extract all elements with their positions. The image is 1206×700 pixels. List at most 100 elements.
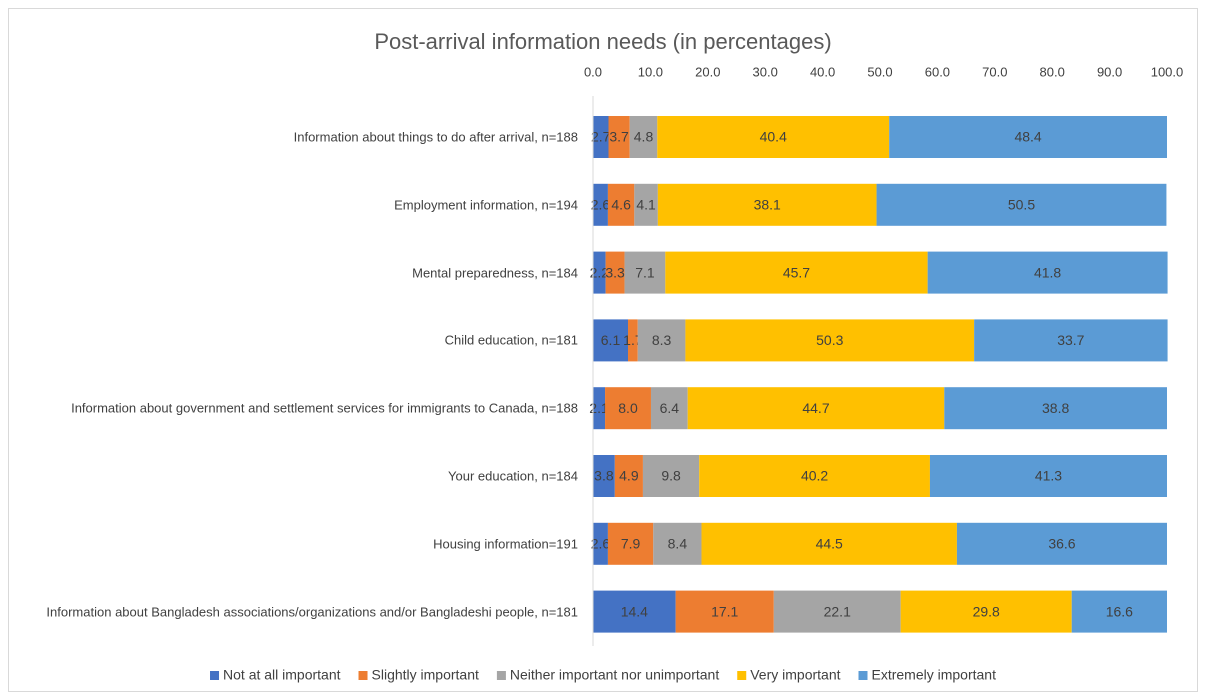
data-label: 38.8 <box>1042 400 1069 416</box>
data-label: 41.3 <box>1035 468 1062 484</box>
data-label: 38.1 <box>754 197 781 213</box>
legend-swatch <box>737 671 747 680</box>
bar-segment <box>642 455 700 497</box>
x-tick-label: 80.0 <box>1040 64 1065 79</box>
bar-segment <box>624 251 666 294</box>
bar-segment <box>593 251 606 294</box>
data-label: 4.8 <box>634 129 654 145</box>
data-label: 48.4 <box>1014 129 1041 145</box>
bar-segment <box>593 116 609 158</box>
bar-segment <box>944 387 1167 430</box>
x-tick-label: 0.0 <box>584 64 602 79</box>
data-label: 6.4 <box>660 400 680 416</box>
bar-segment <box>687 387 945 430</box>
bar-segment <box>927 251 1168 294</box>
data-label: 41.8 <box>1034 264 1061 280</box>
bar-segment <box>929 455 1167 497</box>
chart-title: Post-arrival information needs (in perce… <box>374 29 831 54</box>
bar-segment <box>628 319 638 362</box>
data-label: 22.1 <box>824 603 851 619</box>
category-label: Housing information=191 <box>433 536 578 552</box>
data-label: 36.6 <box>1048 536 1075 552</box>
data-label: 6.1 <box>601 332 621 348</box>
bar-segment <box>593 183 608 226</box>
bar-segment <box>889 116 1167 158</box>
data-label: 45.7 <box>783 264 810 280</box>
legend-swatch <box>210 671 220 680</box>
bar-segment <box>593 319 629 362</box>
data-label: 50.5 <box>1008 197 1035 213</box>
legend-label: Very important <box>750 667 840 683</box>
bar-segment <box>773 590 901 633</box>
data-label: 14.4 <box>621 603 648 619</box>
bar-segment <box>1071 590 1167 633</box>
bar-segment <box>974 319 1168 362</box>
data-label: 2.7 <box>591 129 611 145</box>
data-label: 8.3 <box>652 332 672 348</box>
data-label: 4.6 <box>611 197 631 213</box>
bar-segment <box>629 116 658 158</box>
data-label: 2.2 <box>590 264 610 280</box>
data-label: 3.8 <box>594 468 614 484</box>
category-label: Information about government and settlem… <box>71 400 578 416</box>
bar-segment <box>593 455 615 497</box>
bar-segment <box>900 590 1072 633</box>
data-label: 9.8 <box>661 468 681 484</box>
bar-segment <box>605 387 651 430</box>
category-label: Your education, n=184 <box>448 468 578 484</box>
bar-segment <box>699 455 930 497</box>
bar-segment <box>650 387 688 430</box>
legend-swatch <box>858 671 868 680</box>
x-tick-label: 20.0 <box>695 64 720 79</box>
bar-segment <box>607 183 635 226</box>
data-label: 17.1 <box>711 603 738 619</box>
bar-segment <box>665 251 928 294</box>
data-label: 40.4 <box>760 129 787 145</box>
data-label: 8.4 <box>668 536 688 552</box>
data-label: 3.7 <box>609 129 629 145</box>
x-tick-label: 40.0 <box>810 64 835 79</box>
bar-segment <box>593 522 608 565</box>
bar-segment <box>634 183 658 226</box>
bar-segment <box>605 251 625 294</box>
x-tick-label: 50.0 <box>867 64 892 79</box>
data-label: 2.6 <box>591 536 611 552</box>
legend-label: Slightly important <box>372 667 479 683</box>
data-label: 4.9 <box>619 468 639 484</box>
x-tick-label: 70.0 <box>982 64 1007 79</box>
bar-segment <box>608 116 630 158</box>
category-label: Child education, n=181 <box>444 332 578 348</box>
bar-segment <box>657 116 890 158</box>
bar-segment <box>876 183 1167 226</box>
x-tick-label: 90.0 <box>1097 64 1122 79</box>
legend-label: Neither important nor unimportant <box>510 667 719 683</box>
bar-segment <box>593 590 676 633</box>
data-label: 33.7 <box>1057 332 1084 348</box>
bar-segment <box>614 455 643 497</box>
x-tick-label: 60.0 <box>925 64 950 79</box>
bar-segment <box>675 590 774 633</box>
data-label: 44.5 <box>816 536 843 552</box>
data-label: 7.1 <box>635 264 655 280</box>
legend-swatch <box>496 671 506 680</box>
category-label: Employment information, n=194 <box>394 197 578 213</box>
legend-label: Extremely important <box>872 667 997 683</box>
data-label: 29.8 <box>973 603 1000 619</box>
data-label: 2.1 <box>589 400 609 416</box>
bar-segment <box>685 319 975 362</box>
bar-segment <box>593 387 606 430</box>
data-label: 8.0 <box>618 400 638 416</box>
category-label: Information about Bangladesh association… <box>46 604 578 620</box>
data-label: 7.9 <box>621 536 641 552</box>
data-label: 40.2 <box>801 468 828 484</box>
bar-segment <box>657 183 877 226</box>
data-label: 3.3 <box>605 264 625 280</box>
bar-segment <box>637 319 686 362</box>
data-label: 44.7 <box>802 400 829 416</box>
bar-segment <box>607 522 654 565</box>
data-label: 50.3 <box>816 332 843 348</box>
category-label: Mental preparedness, n=184 <box>412 265 578 281</box>
legend-swatch <box>358 671 368 680</box>
bar-segment <box>701 522 957 565</box>
